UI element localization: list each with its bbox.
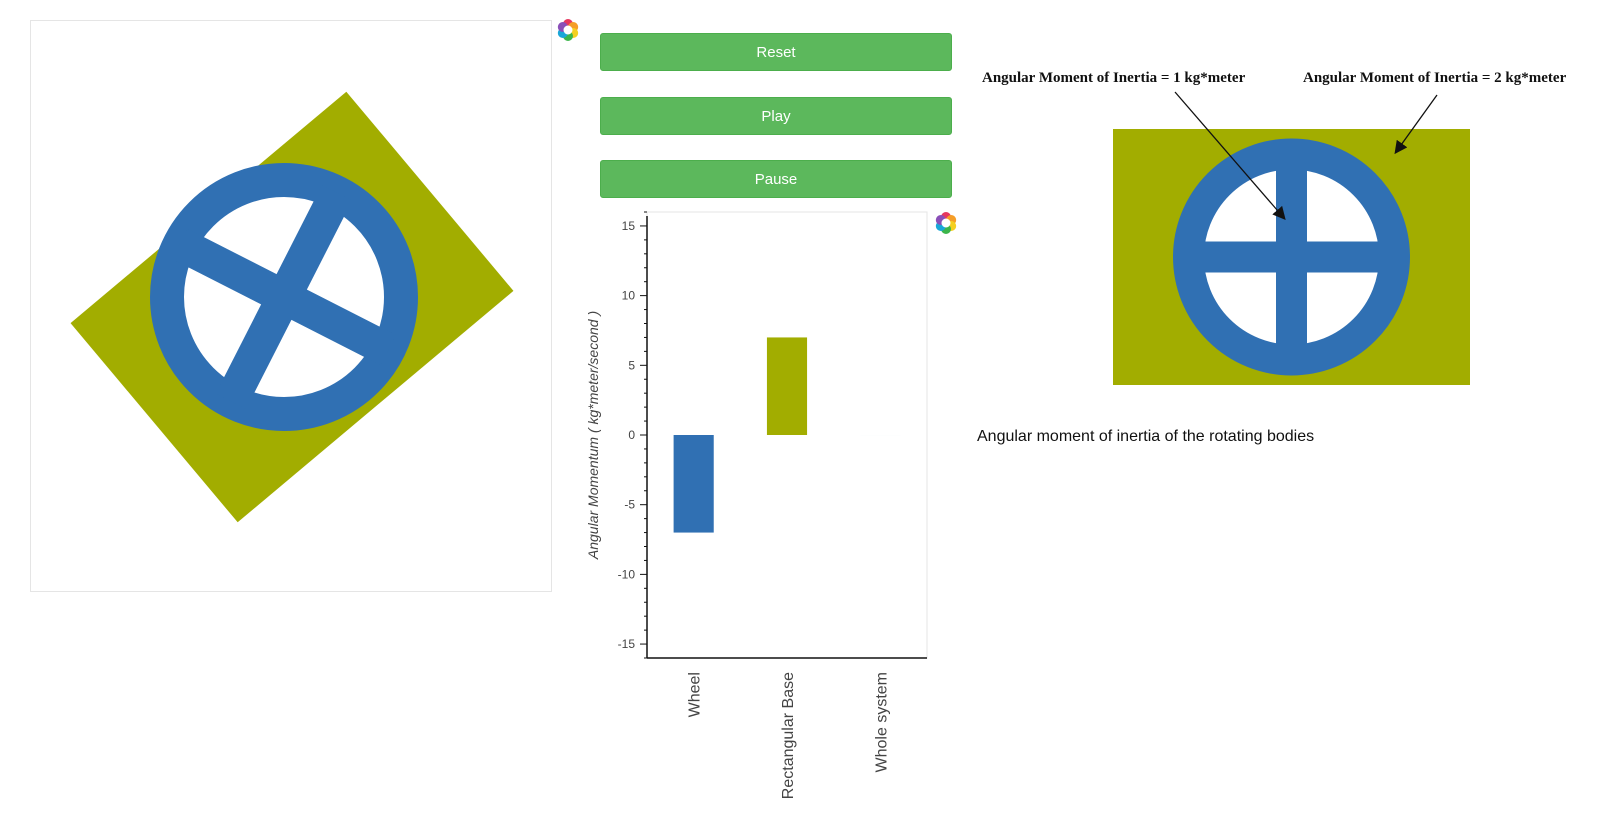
diagram-caption: Angular moment of inertia of the rotatin… xyxy=(977,428,1315,445)
reset-button[interactable]: Reset xyxy=(600,33,952,71)
wheel xyxy=(150,163,418,431)
diagram-canvas: Angular Moment of Inertia = 1 kg*meter A… xyxy=(982,70,1567,385)
arrow-to-base xyxy=(1394,94,1438,155)
annotation-wheel-inertia: Angular Moment of Inertia = 1 kg*meter xyxy=(982,70,1246,86)
play-button[interactable]: Play xyxy=(600,97,952,135)
x-tick-label: Whole system xyxy=(873,672,890,772)
wheel-spokes xyxy=(172,185,396,409)
x-tick-label: Wheel xyxy=(687,672,704,717)
annotation-base-inertia: Angular Moment of Inertia = 2 kg*meter xyxy=(1303,70,1567,86)
angular-momentum-chart: 15 10 5 0 -5 -10 -15 Wheel Rectangular Base Whol… xyxy=(585,210,930,820)
y-tick-label: 5 xyxy=(628,358,635,372)
y-tick-label: -10 xyxy=(618,567,636,581)
y-tick-label: -15 xyxy=(618,637,636,651)
y-tick-label: -5 xyxy=(624,498,635,512)
y-tick-label: 15 xyxy=(622,219,636,233)
y-axis-label: Angular Momentum ( kg*meter/second ) xyxy=(585,311,601,560)
diagram-wheel xyxy=(1173,138,1410,376)
y-tick-label: 10 xyxy=(622,289,636,303)
y-tick-label: 0 xyxy=(628,428,635,442)
wheel-spoke xyxy=(215,185,353,409)
bokeh-logo-icon[interactable] xyxy=(934,211,958,235)
bar-rectangular-base xyxy=(766,337,808,435)
diagram-wheel-spoke xyxy=(1176,241,1407,273)
bokeh-logo-icon[interactable] xyxy=(556,18,580,42)
simulation-panel xyxy=(30,20,552,592)
x-tick-label: Rectangular Base xyxy=(780,672,797,799)
bar-wheel xyxy=(673,435,714,533)
inertia-diagram: Angular Moment of Inertia = 1 kg*meter A… xyxy=(970,60,1613,400)
simulation-canvas xyxy=(70,91,514,523)
arrow-to-wheel xyxy=(1174,91,1286,220)
pause-button[interactable]: Pause xyxy=(600,160,952,198)
chart-canvas: 15 10 5 0 -5 -10 -15 Wheel Rectangular Base Whol… xyxy=(585,211,928,799)
